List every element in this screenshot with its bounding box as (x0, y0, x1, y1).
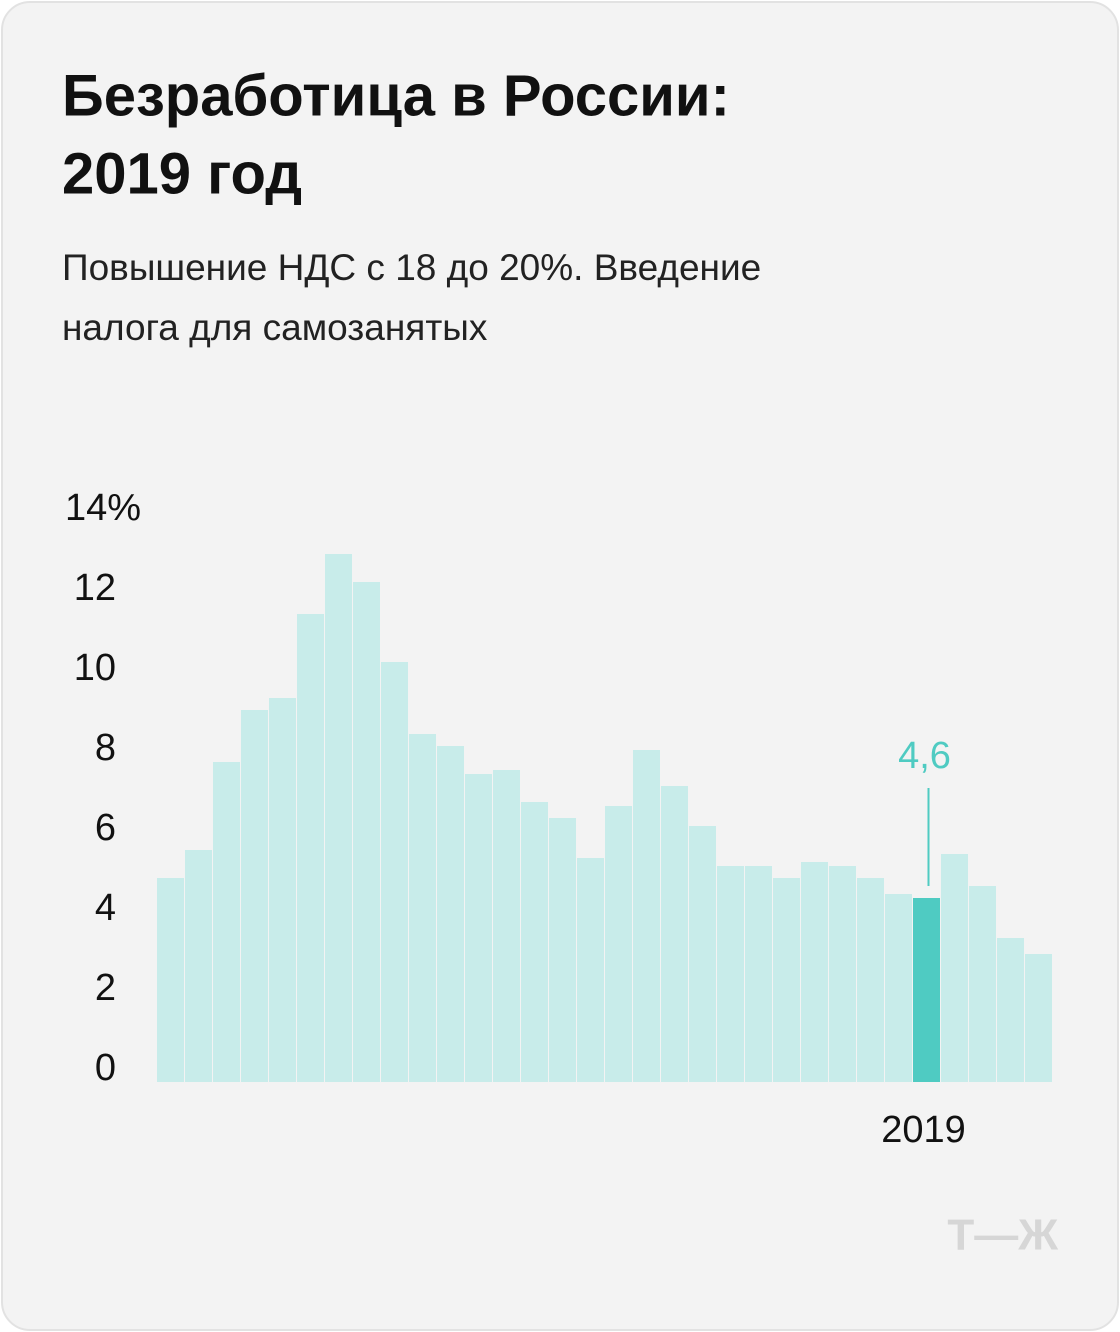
bar (577, 858, 604, 1082)
chart-title: Безработица в России: (62, 63, 730, 128)
bar (465, 774, 492, 1082)
bar (1025, 954, 1052, 1082)
bar (913, 898, 940, 1082)
y-tick-label: 12 (74, 567, 116, 609)
bar (605, 806, 632, 1082)
bar (633, 750, 660, 1082)
bar (717, 866, 744, 1082)
chart-subtitle: налога для самозанятых (62, 307, 488, 348)
bar (185, 850, 212, 1082)
x-tick-label: 2019 (881, 1109, 966, 1151)
bar (857, 878, 884, 1082)
y-tick-label: 2 (95, 967, 116, 1009)
logo: Т—Ж (947, 1211, 1058, 1260)
y-tick-label: 10 (74, 647, 116, 689)
bar (885, 894, 912, 1082)
bar (157, 878, 184, 1082)
bar (409, 734, 436, 1082)
chart-subtitle: Повышение НДС с 18 до 20%. Введение (62, 247, 761, 288)
bar (689, 826, 716, 1082)
bar (801, 862, 828, 1082)
bar (661, 786, 688, 1082)
y-tick-label: 6 (95, 807, 116, 849)
bar (941, 854, 968, 1082)
y-tick-label: 14% (65, 487, 141, 529)
bar (269, 698, 296, 1082)
bar (521, 802, 548, 1082)
bar (213, 762, 240, 1082)
bar (549, 818, 576, 1082)
bar (437, 746, 464, 1082)
y-tick-label: 0 (95, 1047, 116, 1089)
bar (829, 866, 856, 1082)
bar (493, 770, 520, 1082)
value-label: 4,6 (898, 735, 951, 777)
chart-title: 2019 год (62, 141, 302, 206)
y-tick-label: 4 (95, 887, 116, 929)
bar (381, 662, 408, 1082)
bar (297, 614, 324, 1082)
y-tick-label: 8 (95, 727, 116, 769)
bar (353, 582, 380, 1082)
bar (997, 938, 1024, 1082)
bar (745, 866, 772, 1082)
bar (241, 710, 268, 1082)
bar (773, 878, 800, 1082)
bar (969, 886, 996, 1082)
bar (325, 554, 352, 1082)
